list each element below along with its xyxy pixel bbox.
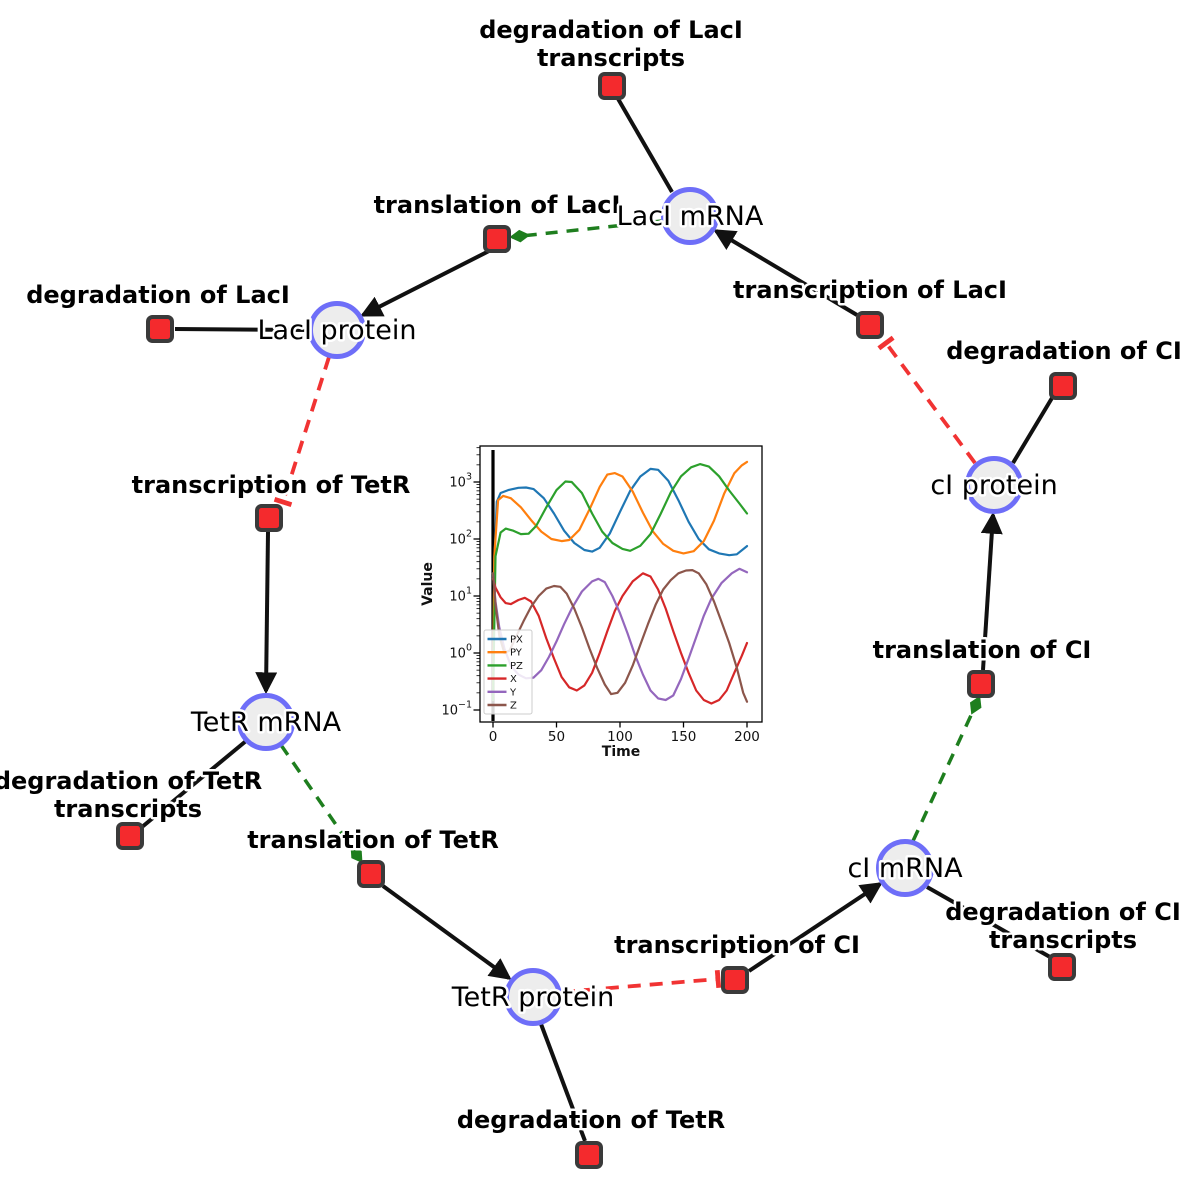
reaction-node-degradation-of-ci-transcripts[interactable] [1048, 953, 1076, 981]
reaction-label-degradation-of-tetr: degradation of TetR [457, 1106, 725, 1134]
y-tick-label: 103 [449, 472, 472, 491]
y-tick-label: 10−1 [441, 700, 472, 719]
series-line-PX [491, 467, 749, 702]
edge-translation-of-laci-to-laci-protein [360, 249, 490, 317]
x-tick-label: 0 [489, 729, 498, 745]
species-node-tetr-protein[interactable] [504, 968, 562, 1026]
edge-laci-mrna-to-degradation-transcripts [615, 95, 674, 194]
reaction-node-translation-of-tetr[interactable] [357, 860, 385, 888]
species-node-ci-mrna[interactable] [876, 839, 934, 897]
species-label-ci-mrna: cI mRNA [847, 853, 963, 884]
species-label-tetr-mrna: TetR mRNA [190, 707, 342, 738]
species-node-tetr-mrna[interactable] [237, 693, 295, 751]
y-tick-label: 100 [449, 643, 472, 662]
edge-tetr-protein-to-transcription-of-ci [561, 969, 722, 994]
species-node-laci-protein[interactable] [308, 301, 366, 359]
reaction-node-transcription-of-laci[interactable] [856, 311, 884, 339]
edges-layer [140, 95, 1054, 1142]
species-node-laci-mrna[interactable] [661, 187, 719, 245]
series-line-PY [491, 460, 749, 702]
labels-layer: degradation of LacI transcripts translatio… [0, 14, 1184, 1137]
x-axis-label: Time [602, 744, 640, 760]
reaction-node-transcription-of-ci[interactable] [721, 966, 749, 994]
edge-transcription-of-ci-to-ci-mrna [747, 882, 883, 973]
legend-label-PX: PX [510, 635, 523, 646]
legend-label-Z: Z [510, 701, 517, 712]
edge-translation-of-ci-to-ci-protein [980, 511, 1003, 671]
legend-label-PY: PY [510, 648, 523, 659]
series-line-X [491, 572, 749, 705]
reaction-node-degradation-of-tetr-transcripts[interactable] [116, 822, 144, 850]
edge-ci-protein-to-transcription-of-laci [877, 335, 977, 465]
edge-tetr-mrna-to-degradation-transcripts [140, 739, 248, 829]
legend-box [483, 629, 533, 715]
species-node-ci-protein[interactable] [965, 456, 1023, 514]
edge-laci-protein-to-degradation-of-laci [174, 327, 310, 332]
edge-translation-of-tetr-to-tetr-protein [381, 884, 512, 980]
edge-laci-mrna-to-translation-of-laci [509, 219, 663, 243]
reaction-label-translation-of-laci: translation of LacI [374, 191, 621, 219]
edge-ci-protein-to-degradation-of-ci [1011, 396, 1054, 465]
reaction-label-degradation-of-tetr-transcripts: degradation of TetR transcripts [0, 767, 262, 823]
axes-box [479, 445, 763, 723]
edge-laci-protein-to-transcription-of-tetr [273, 356, 331, 507]
edge-transcription-of-laci-to-laci-mrna [713, 229, 859, 317]
axis-ticks: 103 102 101 100 10−1 0 50 100 150 200 [441, 447, 760, 745]
species-label-laci-protein: LacI protein [258, 315, 417, 346]
species-label-ci-protein: cI protein [930, 470, 1057, 501]
reaction-label-transcription-of-ci: transcription of CI [614, 931, 860, 959]
edge-ci-mrna-to-degradation-transcripts [926, 885, 1051, 959]
x-tick-label: 150 [671, 729, 697, 745]
reaction-label-degradation-of-ci-transcripts: degradation of CI transcripts [945, 898, 1181, 954]
reaction-node-translation-of-ci[interactable] [967, 670, 995, 698]
reaction-label-degradation-of-laci: degradation of LacI [26, 281, 290, 309]
y-tick-label: 101 [449, 586, 472, 605]
legend-label-Y: Y [509, 687, 517, 698]
x-tick-label: 100 [607, 729, 633, 745]
reaction-node-translation-of-laci[interactable] [483, 225, 511, 253]
y-tick-label: 102 [449, 529, 472, 548]
reaction-node-degradation-of-ci[interactable] [1049, 372, 1077, 400]
reaction-node-degradation-of-laci[interactable] [146, 315, 174, 343]
series-line-PZ [491, 463, 749, 702]
edge-tetr-protein-to-degradation-of-tetr [539, 1023, 587, 1142]
legend: PX PY PZ XYZ [483, 629, 533, 715]
reaction-label-transcription-of-tetr: transcription of TetR [132, 471, 411, 499]
reaction-label-degradation-of-ci: degradation of CI [946, 337, 1182, 365]
legend-label-X: X [510, 674, 517, 685]
species-label-laci-mrna: LacI mRNA [617, 201, 764, 232]
reaction-node-transcription-of-tetr[interactable] [255, 504, 283, 532]
x-tick-label: 50 [548, 729, 565, 745]
nodes-layer [116, 72, 1077, 1169]
edge-ci-mrna-to-translation-of-ci [911, 695, 982, 842]
reaction-label-degradation-of-laci-transcripts: degradation of LacI transcripts [479, 16, 743, 72]
legend-label-PZ: PZ [510, 661, 523, 672]
reaction-node-degradation-of-laci-transcripts[interactable] [598, 72, 626, 100]
y-axis-label: Value [420, 562, 436, 606]
reaction-label-translation-of-ci: translation of CI [873, 636, 1092, 664]
edge-tetr-mrna-to-translation-of-tetr [279, 744, 363, 864]
edge-transcription-of-tetr-to-tetr-mrna [255, 531, 278, 695]
reaction-label-translation-of-tetr: translation of TetR [247, 826, 499, 854]
species-label-tetr-protein: TetR protein [451, 982, 614, 1013]
series-line-Z [491, 569, 749, 703]
reaction-label-transcription-of-laci: transcription of LacI [733, 276, 1007, 304]
reaction-node-degradation-of-tetr[interactable] [575, 1141, 603, 1169]
x-tick-label: 200 [734, 729, 760, 745]
